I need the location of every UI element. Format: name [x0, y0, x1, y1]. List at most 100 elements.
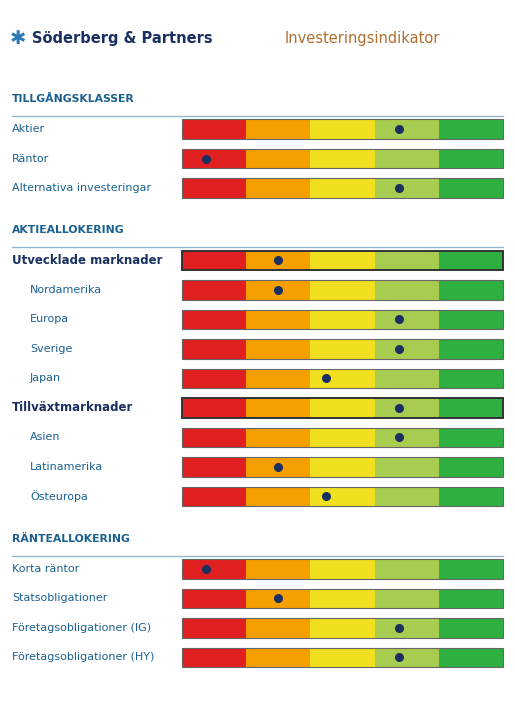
Bar: [182, 398, 503, 418]
Bar: [439, 340, 503, 359]
Bar: [374, 559, 439, 579]
Bar: [439, 178, 503, 198]
Bar: [374, 369, 439, 388]
Bar: [311, 310, 374, 329]
Bar: [374, 149, 439, 168]
Bar: [246, 457, 311, 477]
Text: TILLGÅNGSKLASSER: TILLGÅNGSKLASSER: [12, 94, 135, 104]
Text: Företagsobligationer (IG): Företagsobligationer (IG): [12, 623, 151, 633]
Bar: [311, 340, 374, 359]
Bar: [246, 280, 311, 300]
Text: Nordamerika: Nordamerika: [30, 285, 102, 295]
Bar: [374, 589, 439, 609]
Bar: [182, 310, 503, 329]
Bar: [182, 119, 503, 139]
Bar: [246, 559, 311, 579]
Bar: [182, 428, 503, 447]
Text: Företagsobligationer (HY): Företagsobligationer (HY): [12, 652, 154, 662]
Bar: [182, 280, 246, 300]
Text: Europa: Europa: [30, 314, 69, 325]
Bar: [182, 340, 503, 359]
Text: Latinamerika: Latinamerika: [30, 462, 103, 472]
Bar: [182, 428, 246, 447]
Bar: [246, 647, 311, 667]
Text: Korta räntor: Korta räntor: [12, 564, 79, 574]
Bar: [182, 589, 503, 609]
Bar: [311, 398, 374, 418]
Text: Investeringsindikator: Investeringsindikator: [285, 30, 440, 45]
Text: Räntor: Räntor: [12, 153, 49, 164]
Bar: [374, 310, 439, 329]
Text: Sverige: Sverige: [30, 344, 73, 354]
Bar: [374, 340, 439, 359]
Bar: [439, 251, 503, 270]
Bar: [246, 398, 311, 418]
Bar: [374, 119, 439, 139]
Text: Tillväxtmarknader: Tillväxtmarknader: [12, 402, 133, 414]
Text: Söderberg & Partners: Söderberg & Partners: [32, 30, 213, 45]
Text: Statsobligationer: Statsobligationer: [12, 594, 107, 604]
Bar: [246, 589, 311, 609]
Bar: [182, 178, 246, 198]
Bar: [439, 457, 503, 477]
Bar: [311, 119, 374, 139]
Bar: [182, 149, 246, 168]
Text: RÄNTEALLOKERING: RÄNTEALLOKERING: [12, 534, 130, 544]
Bar: [374, 618, 439, 638]
Text: Asien: Asien: [30, 433, 60, 443]
Bar: [439, 618, 503, 638]
Bar: [374, 280, 439, 300]
Text: Alternativa investeringar: Alternativa investeringar: [12, 183, 151, 193]
Bar: [311, 280, 374, 300]
Bar: [439, 428, 503, 447]
Bar: [439, 559, 503, 579]
Bar: [311, 178, 374, 198]
Bar: [439, 310, 503, 329]
Bar: [374, 457, 439, 477]
Bar: [374, 486, 439, 506]
Bar: [182, 340, 246, 359]
Text: Utvecklade marknader: Utvecklade marknader: [12, 254, 163, 267]
Bar: [246, 251, 311, 270]
Text: AKTIEALLOKERING: AKTIEALLOKERING: [12, 225, 125, 236]
Bar: [182, 647, 246, 667]
Bar: [182, 280, 503, 300]
Bar: [182, 178, 503, 198]
Bar: [246, 340, 311, 359]
Bar: [182, 251, 246, 270]
Bar: [246, 310, 311, 329]
Bar: [246, 119, 311, 139]
Bar: [182, 369, 503, 388]
Bar: [439, 486, 503, 506]
Bar: [439, 280, 503, 300]
Bar: [246, 486, 311, 506]
Bar: [246, 149, 311, 168]
Bar: [182, 310, 246, 329]
Bar: [246, 178, 311, 198]
Bar: [311, 428, 374, 447]
Bar: [439, 119, 503, 139]
Bar: [311, 457, 374, 477]
Bar: [374, 178, 439, 198]
Bar: [246, 428, 311, 447]
Bar: [311, 559, 374, 579]
Bar: [246, 618, 311, 638]
Bar: [246, 369, 311, 388]
Bar: [182, 486, 503, 506]
Bar: [311, 369, 374, 388]
Bar: [311, 486, 374, 506]
Bar: [182, 589, 246, 609]
Bar: [439, 369, 503, 388]
Bar: [182, 251, 503, 270]
Bar: [311, 618, 374, 638]
Bar: [439, 398, 503, 418]
Text: ✱: ✱: [10, 28, 26, 47]
Bar: [182, 119, 246, 139]
Bar: [374, 251, 439, 270]
Bar: [311, 589, 374, 609]
Bar: [182, 457, 503, 477]
Bar: [182, 486, 246, 506]
Bar: [182, 647, 503, 667]
Bar: [182, 398, 246, 418]
Bar: [311, 647, 374, 667]
